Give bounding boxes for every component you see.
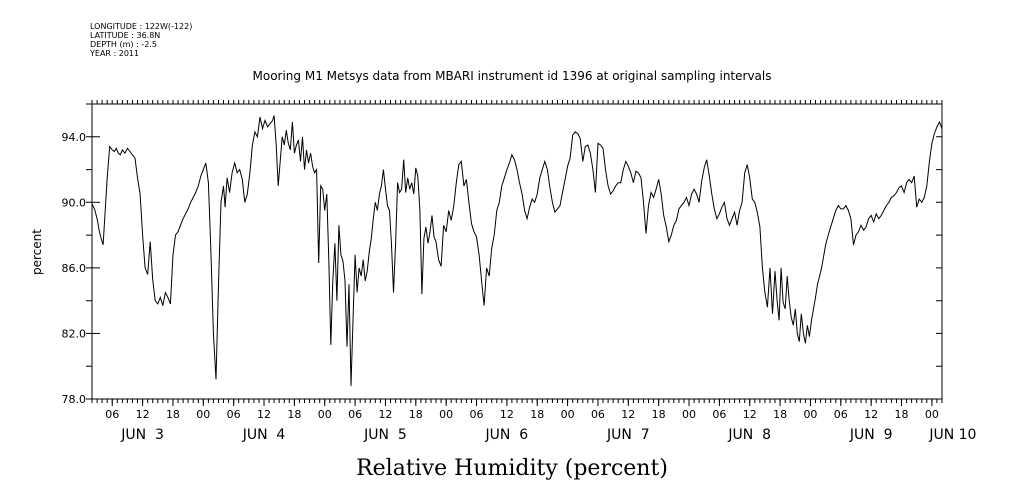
- x-tick-label: 06: [470, 408, 484, 421]
- x-tick-label: 12: [136, 408, 150, 421]
- x-axis-label: Relative Humidity (percent): [356, 456, 668, 481]
- x-tick-label: 18: [895, 408, 909, 421]
- meta-year: YEAR : 2011: [89, 49, 139, 58]
- x-tick-label: 00: [318, 408, 332, 421]
- x-day-label: JUN 3: [120, 427, 164, 443]
- x-day-label: JUN 5: [363, 427, 407, 443]
- minor-ticks: [86, 100, 943, 403]
- x-tick-label: 18: [409, 408, 423, 421]
- x-axis: 06 12 18 00 06 12 18 00 06 12 18 00 06 12 18 00 06 12 18 00…: [105, 399, 976, 443]
- bottom-minor-ticks: [91, 399, 943, 403]
- x-day-label: JUN 4: [242, 427, 286, 443]
- y-tick-label: 82.0: [62, 327, 87, 340]
- x-tick-label: 12: [378, 408, 392, 421]
- x-tick-label: 12: [621, 408, 635, 421]
- x-day-label: JUN 7: [606, 427, 650, 443]
- y-tick-label: 86.0: [62, 262, 87, 275]
- series-line-relative-humidity: [91, 115, 943, 386]
- x-tick-label: 00: [439, 408, 453, 421]
- x-tick-label: 18: [652, 408, 666, 421]
- y-tick-label: 94.0: [62, 131, 87, 144]
- x-tick-label: 06: [348, 408, 362, 421]
- x-tick-label: 12: [500, 408, 514, 421]
- x-tick-label: 00: [561, 408, 575, 421]
- side-ticks: [86, 103, 942, 400]
- metadata-block: LONGITUDE : 122W(-122) LATITUDE : 36.8N …: [89, 22, 192, 58]
- y-axis: 78.0 82.0 86.0 90.0 94.0: [62, 131, 100, 406]
- meta-longitude: LONGITUDE : 122W(-122): [90, 22, 192, 31]
- x-day-label: JUN 9: [849, 427, 893, 443]
- x-tick-label: 00: [682, 408, 696, 421]
- x-day-label: JUN 10: [928, 427, 976, 443]
- x-tick-label: 00: [803, 408, 817, 421]
- x-tick-label: 06: [227, 408, 241, 421]
- meta-depth: DEPTH (m) : -2.5: [90, 40, 157, 49]
- x-tick-label: 06: [834, 408, 848, 421]
- x-tick-label: 18: [166, 408, 180, 421]
- x-tick-label: 12: [864, 408, 878, 421]
- x-tick-label: 12: [743, 408, 757, 421]
- x-tick-label: 06: [712, 408, 726, 421]
- x-tick-label: 18: [773, 408, 787, 421]
- chart-title: Mooring M1 Metsys data from MBARI instru…: [253, 69, 772, 83]
- top-minor-ticks: [91, 100, 943, 104]
- x-tick-label: 12: [257, 408, 271, 421]
- y-tick-label: 78.0: [62, 393, 87, 406]
- x-tick-label: 00: [925, 408, 939, 421]
- x-tick-label: 06: [105, 408, 119, 421]
- x-day-label: JUN 8: [727, 427, 771, 443]
- x-tick-label: 06: [591, 408, 605, 421]
- x-tick-label: 18: [530, 408, 544, 421]
- x-tick-label: 00: [196, 408, 210, 421]
- y-tick-label: 90.0: [62, 196, 87, 209]
- meta-latitude: LATITUDE : 36.8N: [90, 31, 160, 40]
- y-axis-label: percent: [30, 229, 44, 275]
- x-day-label: JUN 6: [485, 427, 529, 443]
- x-tick-label: 18: [287, 408, 301, 421]
